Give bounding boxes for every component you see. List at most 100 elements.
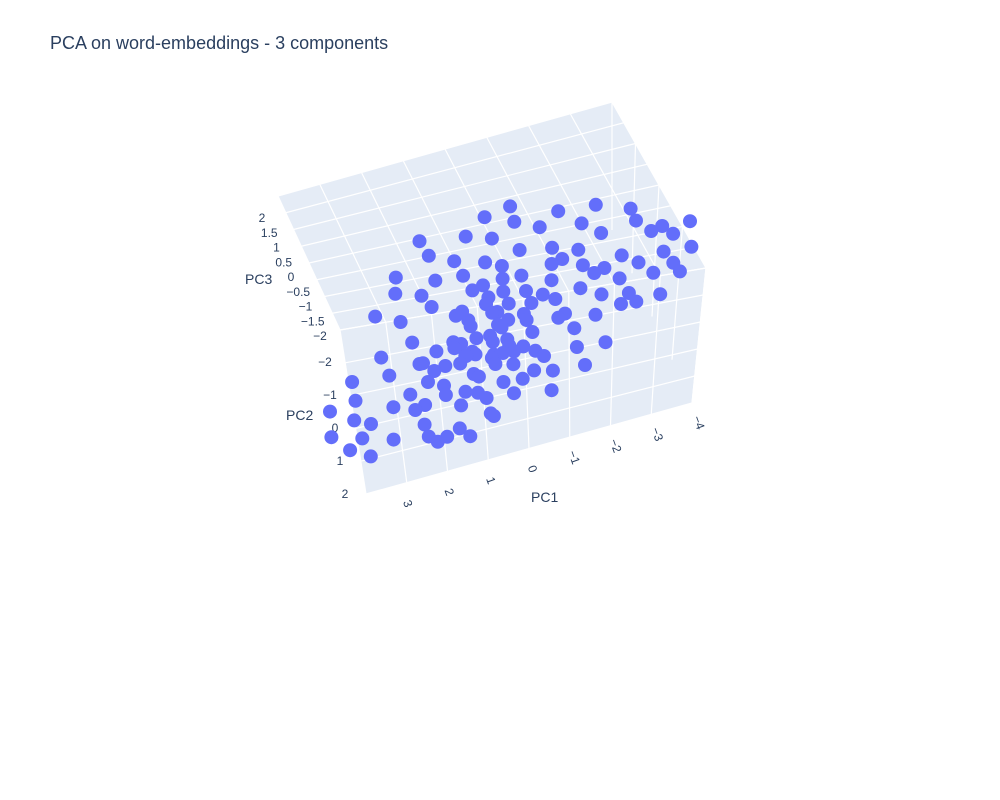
data-point[interactable] bbox=[429, 344, 444, 359]
data-point[interactable] bbox=[532, 220, 547, 235]
data-point[interactable] bbox=[578, 358, 592, 372]
data-point[interactable] bbox=[684, 239, 699, 254]
data-point[interactable] bbox=[588, 307, 603, 322]
data-point[interactable] bbox=[458, 229, 473, 244]
data-point[interactable] bbox=[485, 305, 500, 320]
data-point[interactable] bbox=[544, 383, 559, 398]
data-point[interactable] bbox=[412, 234, 427, 249]
data-point[interactable] bbox=[496, 375, 511, 389]
data-point[interactable] bbox=[388, 270, 403, 285]
data-point[interactable] bbox=[514, 268, 529, 283]
data-point[interactable] bbox=[388, 286, 403, 301]
data-point[interactable] bbox=[506, 357, 521, 372]
data-point[interactable] bbox=[488, 357, 503, 371]
data-point[interactable] bbox=[478, 255, 493, 270]
data-point[interactable] bbox=[343, 443, 358, 458]
data-point[interactable] bbox=[424, 300, 439, 314]
data-point[interactable] bbox=[477, 210, 492, 225]
data-point[interactable] bbox=[447, 254, 462, 269]
data-point[interactable] bbox=[448, 308, 463, 323]
data-point[interactable] bbox=[355, 431, 370, 446]
data-point[interactable] bbox=[503, 199, 518, 214]
data-point[interactable] bbox=[507, 386, 521, 401]
data-point[interactable] bbox=[382, 368, 397, 383]
data-point[interactable] bbox=[629, 213, 643, 228]
data-point[interactable] bbox=[545, 240, 560, 255]
data-point[interactable] bbox=[506, 344, 521, 359]
data-point[interactable] bbox=[421, 375, 435, 389]
data-point[interactable] bbox=[386, 432, 401, 447]
data-point[interactable] bbox=[683, 214, 697, 229]
data-point[interactable] bbox=[414, 288, 429, 303]
data-point[interactable] bbox=[486, 409, 501, 423]
data-point[interactable] bbox=[465, 283, 480, 298]
data-point[interactable] bbox=[452, 421, 467, 436]
data-point[interactable] bbox=[430, 434, 445, 449]
data-point[interactable] bbox=[438, 359, 453, 373]
data-point[interactable] bbox=[479, 391, 494, 405]
data-point[interactable] bbox=[471, 369, 486, 384]
data-point[interactable] bbox=[567, 321, 582, 336]
data-point[interactable] bbox=[548, 292, 563, 306]
data-point[interactable] bbox=[428, 273, 443, 288]
data-point[interactable] bbox=[587, 266, 602, 280]
data-point[interactable] bbox=[368, 309, 383, 324]
data-point[interactable] bbox=[476, 278, 490, 293]
data-point[interactable] bbox=[484, 231, 499, 246]
data-point[interactable] bbox=[323, 404, 337, 419]
data-point[interactable] bbox=[421, 248, 436, 263]
data-point[interactable] bbox=[453, 356, 468, 371]
data-point[interactable] bbox=[507, 214, 522, 229]
data-point[interactable] bbox=[438, 388, 453, 402]
data-point[interactable] bbox=[374, 350, 389, 365]
data-point[interactable] bbox=[612, 271, 627, 286]
data-point[interactable] bbox=[447, 341, 462, 356]
data-point[interactable] bbox=[494, 320, 509, 335]
data-point[interactable] bbox=[463, 429, 478, 444]
data-point[interactable] bbox=[614, 248, 629, 263]
data-point[interactable] bbox=[412, 357, 427, 371]
data-point[interactable] bbox=[524, 296, 539, 310]
data-point[interactable] bbox=[386, 400, 401, 415]
data-point[interactable] bbox=[347, 413, 362, 428]
data-point[interactable] bbox=[646, 265, 661, 280]
data-point[interactable] bbox=[545, 363, 560, 378]
data-point[interactable] bbox=[485, 334, 500, 349]
data-point[interactable] bbox=[515, 371, 530, 386]
data-point[interactable] bbox=[408, 403, 423, 417]
data-point[interactable] bbox=[363, 449, 378, 464]
data-point[interactable] bbox=[623, 201, 638, 216]
data-point[interactable] bbox=[537, 349, 551, 363]
data-point[interactable] bbox=[655, 219, 670, 233]
data-point[interactable] bbox=[494, 259, 509, 273]
data-point[interactable] bbox=[458, 384, 473, 399]
data-point[interactable] bbox=[403, 387, 418, 402]
data-point[interactable] bbox=[501, 296, 516, 311]
data-point[interactable] bbox=[614, 297, 628, 311]
data-point[interactable] bbox=[656, 244, 671, 259]
data-point[interactable] bbox=[672, 264, 687, 279]
data-point[interactable] bbox=[427, 364, 442, 378]
data-point[interactable] bbox=[393, 315, 408, 329]
data-point[interactable] bbox=[456, 268, 471, 283]
data-point[interactable] bbox=[417, 417, 432, 432]
data-point[interactable] bbox=[324, 430, 339, 445]
data-point[interactable] bbox=[364, 417, 378, 431]
data-point[interactable] bbox=[594, 287, 609, 302]
data-point[interactable] bbox=[544, 273, 559, 288]
data-point[interactable] bbox=[629, 294, 644, 309]
data-point[interactable] bbox=[555, 252, 570, 266]
data-point[interactable] bbox=[575, 258, 590, 273]
data-point[interactable] bbox=[571, 242, 586, 257]
data-point[interactable] bbox=[573, 281, 588, 296]
data-point[interactable] bbox=[469, 331, 484, 346]
data-point[interactable] bbox=[666, 226, 681, 241]
data-point[interactable] bbox=[588, 197, 603, 212]
data-point[interactable] bbox=[594, 226, 609, 240]
data-point[interactable] bbox=[535, 287, 550, 302]
data-point[interactable] bbox=[653, 287, 668, 302]
data-point[interactable] bbox=[348, 393, 363, 408]
data-point[interactable] bbox=[519, 284, 533, 298]
data-point[interactable] bbox=[551, 204, 566, 219]
data-point[interactable] bbox=[525, 325, 540, 339]
